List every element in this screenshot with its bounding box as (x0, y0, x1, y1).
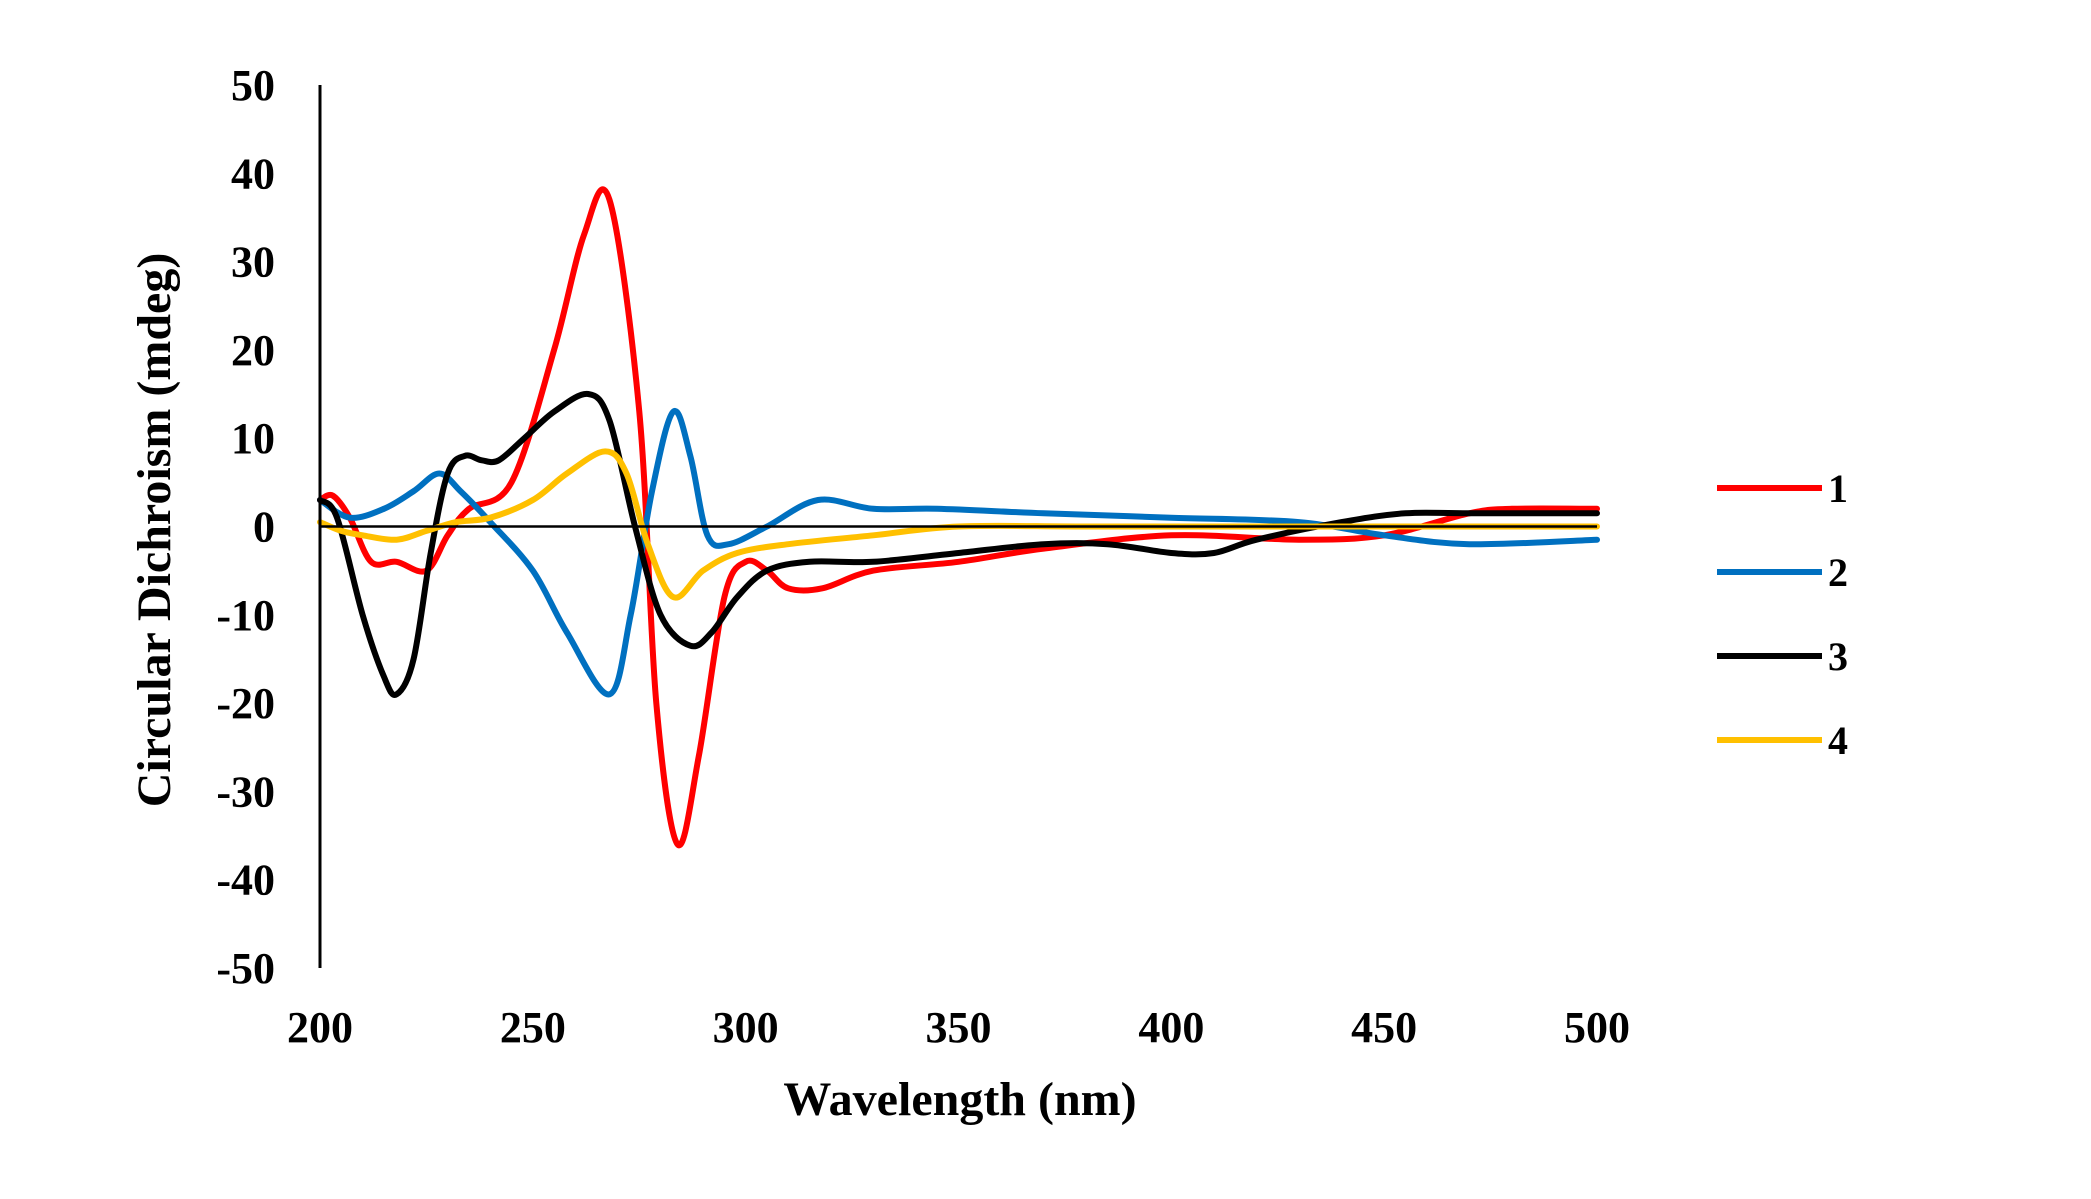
y-tick-label: 50 (231, 61, 275, 110)
y-tick-label: 30 (231, 238, 275, 287)
legend: 1 2 3 4 (1717, 466, 1848, 763)
series-line-3 (317, 390, 1600, 698)
x-tick-label: 300 (713, 1003, 779, 1052)
y-tick-label: -20 (216, 679, 275, 728)
y-tick-label: -10 (216, 591, 275, 640)
x-tick-label: 250 (500, 1003, 566, 1052)
y-tick-label: 20 (231, 326, 275, 375)
x-axis-tick-labels: 200 250 300 350 400 450 500 (287, 1003, 1630, 1052)
x-tick-label: 200 (287, 1003, 353, 1052)
series-line-2 (317, 408, 1600, 698)
legend-label-2: 2 (1828, 550, 1848, 595)
plot-area (317, 186, 1600, 849)
x-tick-label: 500 (1564, 1003, 1630, 1052)
y-tick-label: -50 (216, 944, 275, 993)
legend-label-1: 1 (1828, 466, 1848, 511)
y-tick-label: -40 (216, 856, 275, 905)
x-axis-title: Wavelength (nm) (783, 1073, 1136, 1126)
legend-label-4: 4 (1828, 718, 1848, 763)
y-tick-label: 10 (231, 414, 275, 463)
legend-label-3: 3 (1828, 634, 1848, 679)
series-line-1 (317, 186, 1600, 849)
y-axis-tick-labels: 50 40 30 20 10 0 -10 -20 -30 -40 -50 (216, 61, 275, 993)
y-axis-title: Circular Dichroism (mdeg) (128, 253, 181, 808)
x-tick-label: 350 (926, 1003, 992, 1052)
y-tick-label: 40 (231, 149, 275, 198)
y-tick-label: -30 (216, 767, 275, 816)
x-tick-label: 400 (1138, 1003, 1204, 1052)
x-tick-label: 450 (1351, 1003, 1417, 1052)
y-tick-label: 0 (253, 503, 275, 552)
